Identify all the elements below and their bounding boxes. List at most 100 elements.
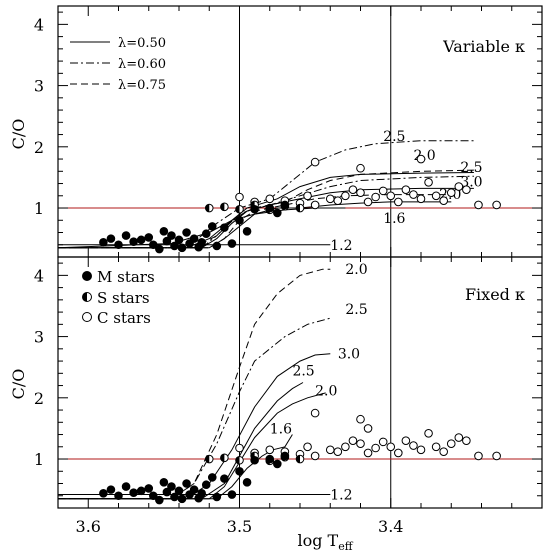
- bottom-m-star-point: [280, 451, 290, 461]
- bottom-track-3: [58, 382, 304, 500]
- bottom-c-star-point: [371, 443, 380, 453]
- legend-label-s-stars: S stars: [97, 289, 150, 307]
- bottom-ytick-label-1: 1: [34, 450, 44, 469]
- top-ytick-label-2: 2: [34, 138, 44, 157]
- top-m-star-point: [207, 222, 217, 231]
- bottom-m-star-point: [174, 486, 184, 496]
- bottom-c-star-point: [424, 429, 433, 438]
- top-c-star-point: [356, 188, 365, 198]
- bottom-c-star-point: [356, 439, 365, 449]
- bottom-m-star-point: [227, 490, 237, 499]
- top-c-star-point: [446, 188, 456, 198]
- bottom-ytick-label-2: 2: [34, 389, 44, 408]
- bottom-m-star-point: [207, 473, 217, 482]
- top-annotation-6: 1.2: [330, 238, 352, 254]
- bottom-annotation-3: 2.5: [292, 363, 314, 379]
- top-m-star-point: [148, 240, 158, 250]
- bottom-m-star-point: [114, 491, 123, 501]
- top-track-3: [58, 175, 474, 249]
- bottom-c-star-point: [363, 448, 373, 458]
- bottom-m-star-point: [155, 495, 164, 505]
- bottom-c-star-point: [310, 408, 320, 418]
- top-m-star-point: [159, 226, 169, 236]
- bottom-c-star-point: [363, 424, 373, 433]
- top-m-star-point: [162, 236, 172, 246]
- top-c-star-point: [424, 178, 433, 187]
- bottom-c-star-point: [265, 445, 275, 455]
- top-m-star-point: [136, 235, 146, 245]
- bottom-c-star-point: [386, 442, 396, 452]
- top-c-star-point: [416, 154, 426, 164]
- top-m-star-point: [235, 215, 244, 225]
- bottom-ytick-label-3: 3: [34, 328, 44, 347]
- top-ytick-label-4: 4: [34, 15, 44, 34]
- top-c-star-point: [431, 191, 441, 201]
- top-c-star-point: [348, 185, 358, 194]
- top-c-star-point: [310, 200, 320, 210]
- bottom-s-star-point-fill: [235, 456, 240, 465]
- top-m-star-point: [114, 240, 123, 250]
- bottom-m-star-point: [162, 487, 172, 497]
- legend-label-m-stars: M stars: [97, 268, 155, 286]
- bottom-m-star-point: [273, 459, 282, 469]
- top-c-star-point: [303, 191, 312, 201]
- top-m-star-point: [280, 200, 290, 210]
- legend-label-lambda-075: λ=0.75: [118, 78, 166, 93]
- bottom-annotation-5: 1.6: [270, 421, 292, 437]
- xtick-label-3.6: 3.6: [76, 517, 101, 536]
- top-m-star-point: [265, 203, 275, 213]
- top-c-star-point: [341, 191, 350, 201]
- bottom-m-star-point: [99, 489, 108, 498]
- top-m-star-point: [174, 235, 184, 245]
- top-ytick-label-1: 1: [34, 199, 44, 218]
- bottom-c-star-point: [431, 442, 441, 452]
- top-c-star-point: [454, 182, 464, 191]
- legend-bottom: M stars S stars C stars: [82, 268, 155, 327]
- top-m-star-point: [189, 234, 199, 243]
- top-annotation-0: 2.5: [383, 129, 405, 145]
- top-c-star-point: [333, 196, 343, 205]
- y-axis-label-top: C/O: [9, 119, 28, 150]
- bottom-c-star-point: [492, 451, 501, 461]
- bottom-c-star-point: [416, 445, 426, 455]
- bottom-m-star-point: [201, 480, 211, 490]
- bottom-c-star-point: [333, 447, 343, 456]
- top-m-star-point: [177, 243, 187, 253]
- bottom-c-star-point: [348, 436, 358, 445]
- top-m-star-point: [167, 231, 176, 240]
- bottom-m-star-point: [177, 494, 187, 504]
- top-c-star-point: [356, 163, 365, 173]
- top-c-star-point: [492, 200, 501, 210]
- top-m-star-point: [106, 234, 116, 243]
- bottom-c-star-point: [454, 433, 464, 442]
- bottom-c-star-point: [439, 447, 448, 456]
- legend-label-lambda-060: λ=0.60: [118, 57, 166, 72]
- x-axis-label: log Teff: [297, 531, 353, 551]
- bottom-track-1: [58, 317, 331, 500]
- top-track-2: [58, 169, 474, 249]
- bottom-m-star-point: [189, 485, 199, 494]
- bottom-m-star-point: [106, 485, 116, 494]
- bottom-m-star-point: [265, 454, 275, 464]
- top-m-star-point: [242, 226, 252, 236]
- bottom-m-star-point: [144, 484, 154, 493]
- bottom-m-star-point: [167, 482, 176, 491]
- top-m-star-point: [220, 223, 229, 232]
- bottom-c-star-point: [378, 437, 388, 447]
- top-m-star-point: [212, 241, 222, 251]
- x-axis-label-subscript: eff: [338, 540, 354, 551]
- bottom-m-star-point: [121, 482, 131, 491]
- top-annotation-2: 2.5: [460, 160, 482, 176]
- xtick-label-3.5: 3.5: [227, 517, 252, 536]
- top-m-star-point: [201, 229, 211, 239]
- bottom-m-star-point: [242, 477, 252, 487]
- bottom-ytick-label-4: 4: [34, 266, 44, 285]
- legend-label-c-stars: C stars: [97, 309, 151, 327]
- top-c-star-point: [401, 185, 411, 194]
- top-c-star-point: [325, 194, 335, 204]
- bottom-s-star-point-fill: [296, 455, 300, 463]
- bottom-annotation-1: 2.5: [345, 302, 367, 318]
- top-c-star-point: [439, 196, 448, 205]
- xtick-label-3.4: 3.4: [378, 517, 403, 536]
- legend-marker-s-stars: [82, 292, 92, 302]
